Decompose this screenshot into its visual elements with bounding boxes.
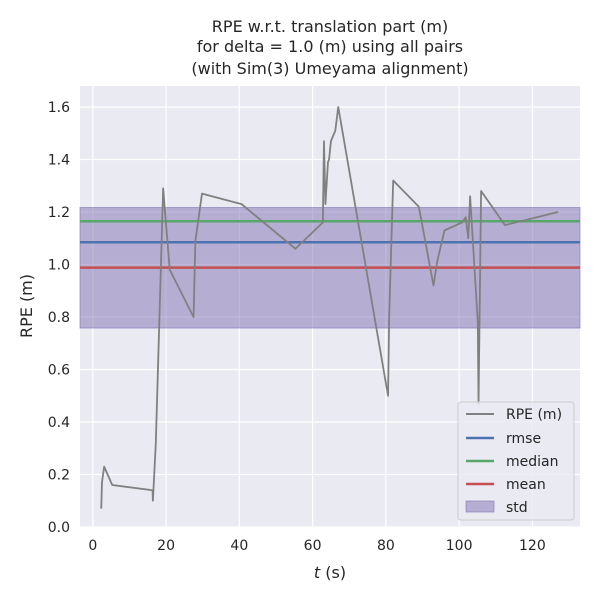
stat-lines-layer	[80, 219, 580, 269]
title-line-2: for delta = 1.0 (m) using all pairs	[197, 37, 463, 56]
x-tick-labels: 0 20 40 60 80 100 120	[88, 538, 545, 554]
x-tick-label-5: 100	[446, 538, 473, 554]
legend-swatch-std	[465, 500, 495, 513]
legend: RPE (m) rmse median mean std	[457, 401, 575, 521]
title-line-1: RPE w.r.t. translation part (m)	[212, 17, 448, 36]
legend-label-median: median	[506, 454, 558, 470]
y-tick-label-4: 0.8	[48, 310, 70, 326]
chart-title: RPE w.r.t. translation part (m) for delt…	[191, 17, 468, 78]
x-tick-label-4: 80	[377, 538, 395, 554]
legend-label-mean: mean	[506, 477, 546, 493]
y-tick-label-2: 0.4	[48, 415, 70, 431]
x-axis-label-unit: (s)	[320, 563, 346, 582]
y-tick-label-8: 1.6	[48, 100, 70, 116]
y-tick-label-7: 1.4	[48, 153, 70, 169]
y-tick-label-5: 1.0	[48, 258, 70, 274]
legend-label-rpe: RPE (m)	[506, 407, 562, 423]
x-tick-label-2: 40	[230, 538, 248, 554]
y-tick-labels: 0.0 0.2 0.4 0.6 0.8 1.0 1.2 1.4 1.6	[48, 100, 70, 536]
x-tick-label-3: 60	[304, 538, 322, 554]
y-tick-label-3: 0.6	[48, 363, 70, 379]
title-line-3: (with Sim(3) Umeyama alignment)	[191, 59, 468, 78]
y-tick-label-0: 0.0	[48, 520, 70, 536]
y-tick-label-6: 1.2	[48, 205, 70, 221]
x-axis-label-var: t	[314, 563, 321, 582]
legend-label-std: std	[506, 500, 528, 516]
legend-label-rmse: rmse	[506, 431, 541, 447]
y-axis-label: RPE (m)	[17, 274, 36, 338]
x-axis-label: t (s)	[314, 563, 346, 582]
x-tick-label-6: 120	[519, 538, 546, 554]
x-tick-label-0: 0	[88, 538, 97, 554]
legend-frame	[457, 401, 575, 521]
y-tick-label-1: 0.2	[48, 468, 70, 484]
rpe-series-layer	[100, 106, 559, 509]
rpe-line	[100, 106, 559, 509]
x-tick-label-1: 20	[157, 538, 175, 554]
